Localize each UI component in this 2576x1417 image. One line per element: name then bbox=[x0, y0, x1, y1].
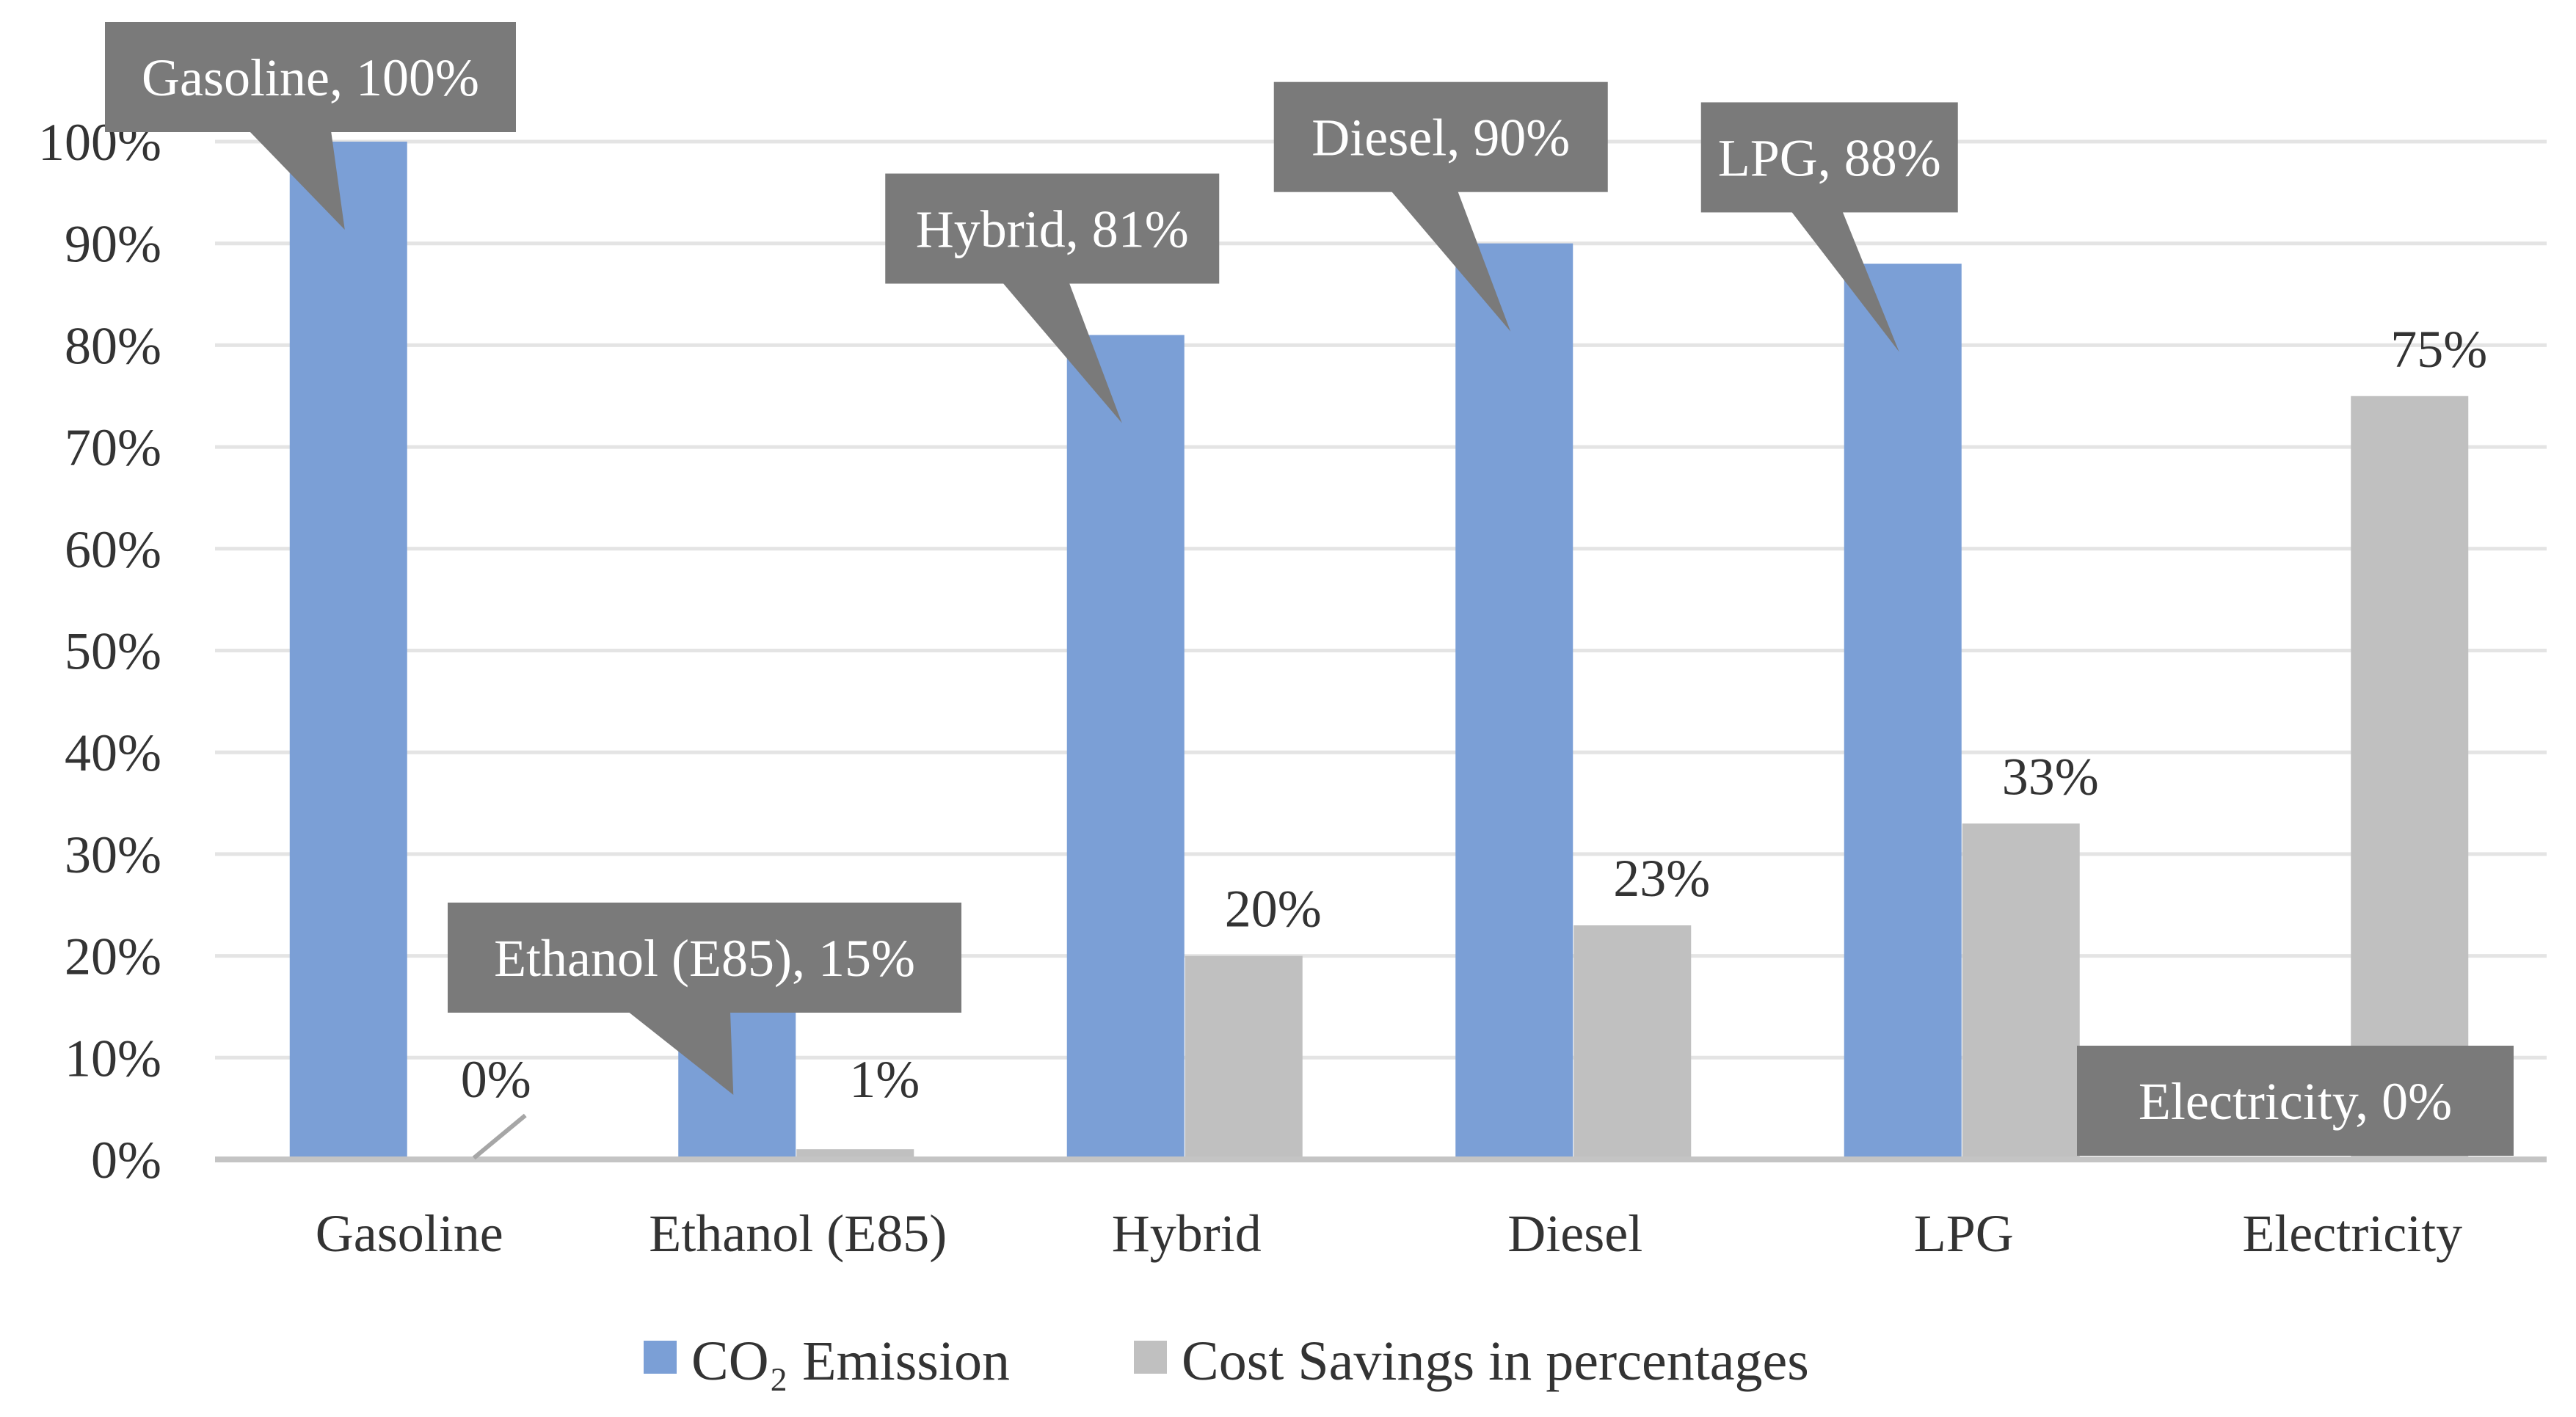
legend-swatch-1 bbox=[1134, 1341, 1167, 1374]
callout-co2-5: Electricity, 0% bbox=[2077, 1046, 2514, 1156]
x-category-label: Diesel bbox=[1507, 1204, 1642, 1263]
callout-co2-4: LPG, 88% bbox=[1700, 102, 1958, 352]
callout-co2-2: Hybrid, 81% bbox=[885, 173, 1220, 423]
callout-label: LPG, 88% bbox=[1718, 128, 1941, 187]
callout-label: Ethanol (E85), 15% bbox=[494, 929, 915, 988]
y-tick-label: 90% bbox=[65, 215, 161, 274]
y-tick-label: 50% bbox=[65, 622, 161, 681]
callout-label: Gasoline, 100% bbox=[142, 48, 479, 107]
callout-pointer bbox=[627, 1011, 734, 1095]
cost-savings-data-label: 0% bbox=[461, 1050, 531, 1109]
x-category-label: LPG bbox=[1914, 1204, 2014, 1263]
callout-co2-1: Ethanol (E85), 15% bbox=[448, 903, 961, 1095]
x-category-label: Electricity bbox=[2242, 1204, 2462, 1263]
y-axis-ticks: 0%10%20%30%40%50%60%70%80%90%100% bbox=[38, 113, 161, 1190]
callout-box bbox=[1700, 102, 1958, 213]
legend-swatch-0 bbox=[644, 1341, 677, 1374]
callout-box bbox=[1273, 81, 1608, 192]
legend-label-1: Cost Savings in percentages bbox=[1182, 1330, 1809, 1392]
callout-pointer bbox=[1791, 211, 1899, 352]
cost-savings-data-label: 33% bbox=[2002, 747, 2099, 806]
x-category-label: Gasoline bbox=[316, 1204, 503, 1263]
bar-cost-savings-4 bbox=[1962, 823, 2080, 1159]
y-tick-label: 70% bbox=[65, 418, 161, 477]
callout-label: Hybrid, 81% bbox=[916, 200, 1189, 259]
y-tick-label: 60% bbox=[65, 520, 161, 579]
y-tick-label: 80% bbox=[65, 316, 161, 375]
legend: CO₂ Emission Cost Savings in percentages bbox=[644, 1330, 1809, 1392]
bar-co2-2 bbox=[1066, 335, 1185, 1159]
cost-savings-data-label: 23% bbox=[1613, 849, 1710, 908]
cost-savings-data-label: 1% bbox=[849, 1050, 920, 1109]
x-category-label: Ethanol (E85) bbox=[649, 1204, 947, 1263]
x-category-label: Hybrid bbox=[1112, 1204, 1262, 1263]
y-tick-label: 40% bbox=[65, 724, 161, 782]
leader-line bbox=[472, 1113, 527, 1160]
callout-labels: Gasoline, 100% Ethanol (E85), 15% Hybrid, … bbox=[105, 22, 2514, 1156]
callout-pointer bbox=[1391, 190, 1511, 332]
cost-savings-data-label: 75% bbox=[2390, 320, 2487, 379]
bar-co2-4 bbox=[1844, 263, 1962, 1160]
callout-pointer bbox=[1002, 282, 1122, 423]
y-tick-label: 20% bbox=[65, 928, 161, 986]
y-tick-label: 30% bbox=[65, 826, 161, 884]
callout-box bbox=[105, 22, 516, 132]
callout-box bbox=[885, 173, 1220, 284]
legend-label-0: CO₂ Emission bbox=[691, 1330, 1010, 1392]
bar-cost-savings-3 bbox=[1573, 925, 1692, 1159]
bar-co2-0 bbox=[289, 142, 407, 1159]
cost-savings-data-label: 20% bbox=[1225, 880, 1322, 939]
bar-cost-savings-5 bbox=[2351, 396, 2469, 1159]
bar-co2-3 bbox=[1455, 243, 1573, 1160]
callout-label: Diesel, 90% bbox=[1311, 109, 1570, 167]
bars bbox=[289, 142, 2469, 1160]
callout-co2-0: Gasoline, 100% bbox=[105, 22, 516, 230]
x-axis-categories: Gasoline Ethanol (E85) Hybrid Diesel LPG Elec… bbox=[316, 1204, 2462, 1263]
callout-label: Electricity, 0% bbox=[2139, 1072, 2452, 1131]
bar-cost-savings-2 bbox=[1185, 955, 1303, 1159]
callout-box bbox=[448, 903, 961, 1013]
callout-pointer bbox=[249, 131, 345, 230]
data-labels: 0% 1% 20% 23% 33% 75% bbox=[461, 320, 2487, 1160]
callout-box bbox=[2077, 1046, 2514, 1156]
callout-co2-3: Diesel, 90% bbox=[1273, 81, 1608, 332]
y-tick-label: 0% bbox=[91, 1131, 161, 1190]
y-tick-label: 10% bbox=[65, 1029, 161, 1088]
